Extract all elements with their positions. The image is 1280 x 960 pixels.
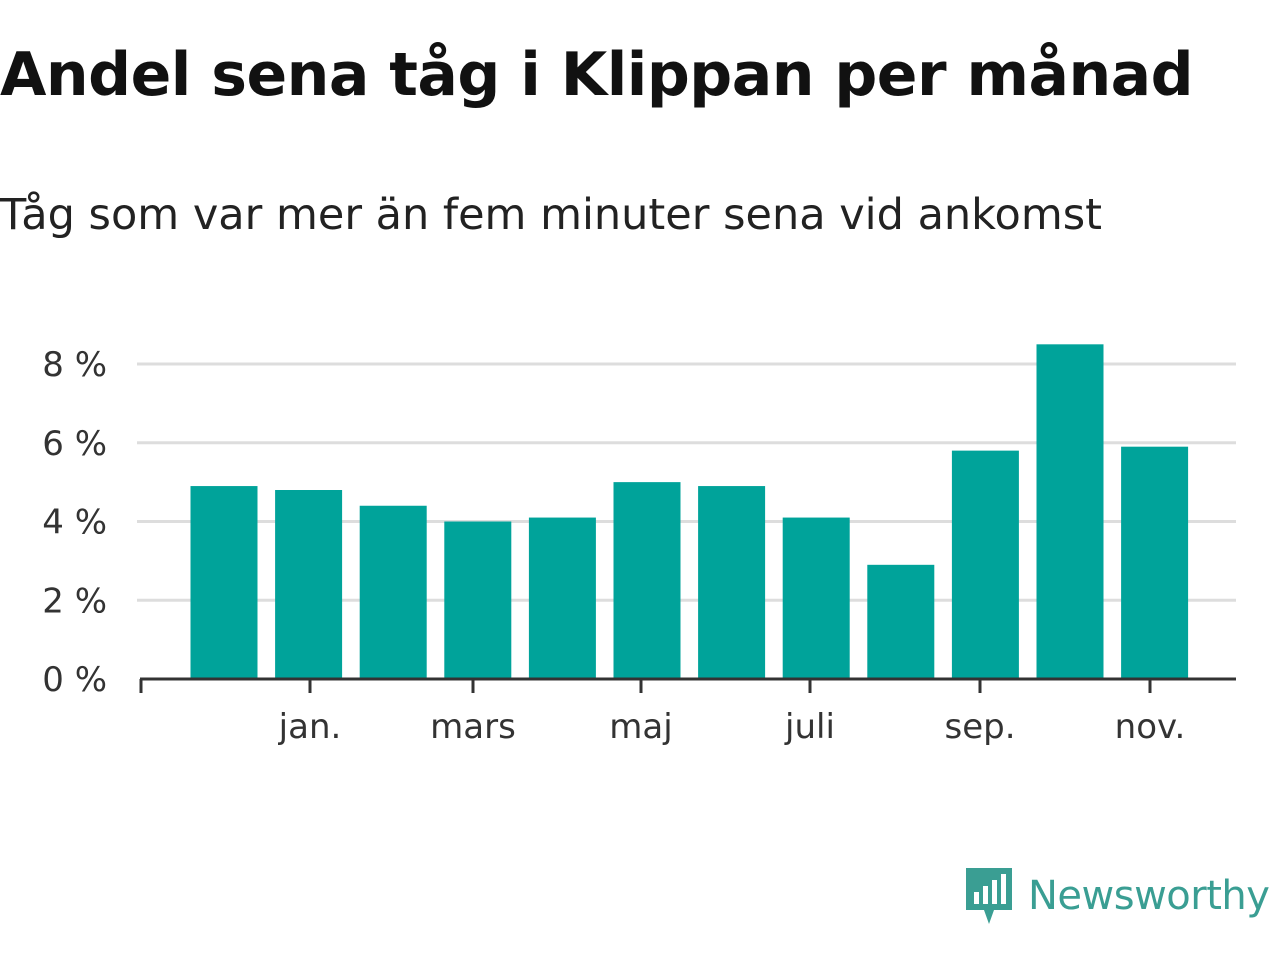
x-tick-label: jan. — [278, 707, 342, 747]
x-tick-label: maj — [609, 707, 672, 747]
bar-okt — [1036, 344, 1104, 679]
bar-feb — [359, 505, 427, 679]
brand-name: Newsworthy — [1028, 873, 1270, 919]
bar-juli — [782, 517, 850, 679]
bar-apr — [528, 517, 596, 679]
bar-maj — [613, 482, 681, 679]
chart-subtitle: Tåg som var mer än fem minuter sena vid … — [0, 190, 1103, 240]
bar-aug — [867, 564, 935, 679]
bar-mars — [444, 521, 512, 679]
newsworthy-logo-icon — [966, 868, 1012, 924]
y-tick-label: 0 % — [42, 660, 107, 700]
x-tick-label: nov. — [1115, 707, 1186, 747]
y-tick-label: 4 % — [42, 503, 107, 543]
newsworthy-logo: Newsworthy — [964, 866, 1270, 926]
y-tick-label: 8 % — [42, 345, 107, 385]
y-tick-label: 6 % — [42, 424, 107, 464]
x-tick-label: mars — [430, 707, 516, 747]
y-tick-label: 2 % — [42, 581, 107, 621]
x-tick-label: sep. — [944, 707, 1015, 747]
bar-juni — [698, 486, 766, 679]
bar-sep — [951, 450, 1019, 679]
bar-dec — [190, 486, 258, 679]
bar-nov — [1121, 446, 1189, 679]
bar-jan — [275, 490, 343, 679]
x-tick-label: juli — [784, 707, 835, 747]
chart-title: Andel sena tåg i Klippan per månad — [0, 40, 1194, 110]
